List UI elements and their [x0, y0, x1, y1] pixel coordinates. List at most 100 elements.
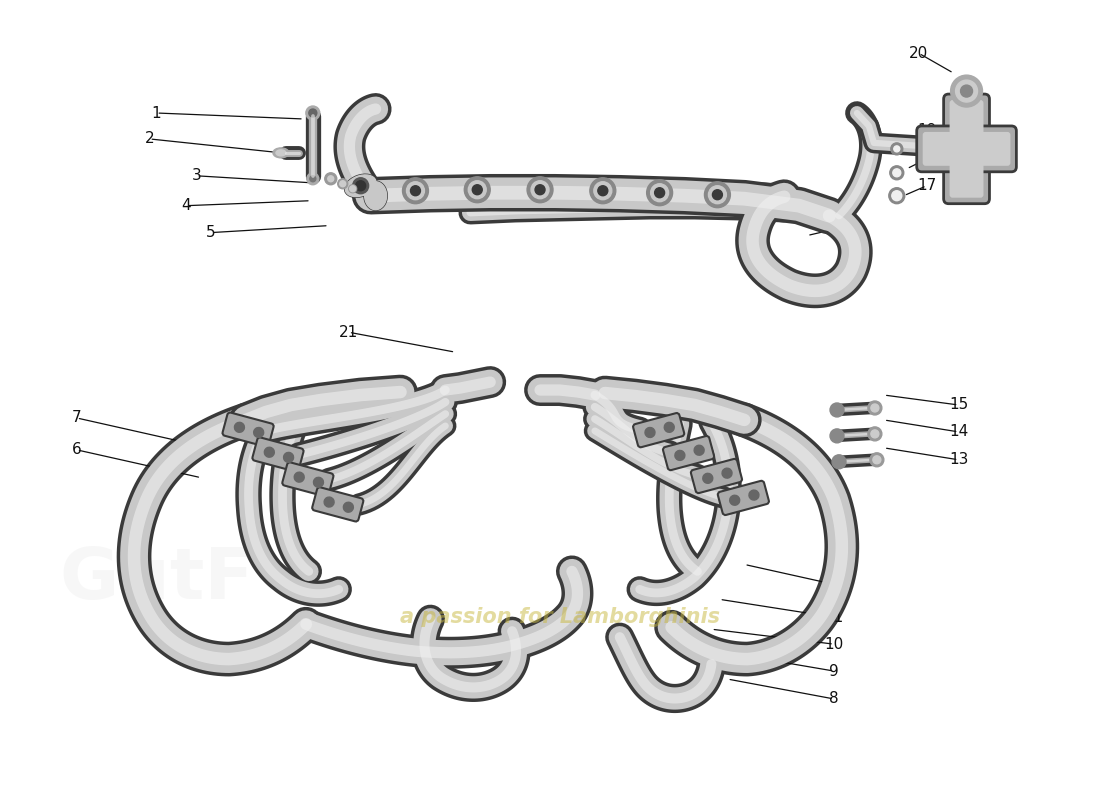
Circle shape: [590, 178, 616, 204]
Circle shape: [868, 401, 882, 415]
Text: GutF: GutF: [59, 545, 254, 614]
FancyBboxPatch shape: [634, 413, 684, 447]
Circle shape: [234, 422, 244, 432]
Circle shape: [464, 177, 491, 202]
Circle shape: [960, 85, 972, 97]
Circle shape: [729, 495, 739, 506]
Text: 4: 4: [182, 198, 191, 213]
Text: 18: 18: [917, 151, 936, 166]
Circle shape: [340, 181, 345, 186]
Circle shape: [307, 173, 319, 185]
Circle shape: [527, 177, 553, 202]
Circle shape: [310, 176, 316, 182]
Ellipse shape: [345, 175, 376, 197]
Circle shape: [294, 472, 305, 482]
FancyBboxPatch shape: [252, 438, 304, 472]
Text: 6: 6: [72, 442, 81, 458]
FancyBboxPatch shape: [691, 459, 742, 493]
Circle shape: [868, 427, 882, 441]
Circle shape: [675, 450, 685, 460]
Text: 13: 13: [949, 452, 968, 467]
Circle shape: [956, 80, 978, 102]
Circle shape: [328, 176, 333, 182]
Circle shape: [708, 186, 726, 204]
Circle shape: [535, 185, 544, 194]
Circle shape: [830, 403, 844, 417]
Circle shape: [891, 143, 903, 155]
Text: 10: 10: [824, 637, 844, 652]
Circle shape: [890, 166, 904, 180]
Text: 12: 12: [824, 577, 844, 592]
Text: 3: 3: [191, 168, 201, 183]
Circle shape: [314, 478, 323, 487]
Text: 20: 20: [909, 46, 928, 61]
Circle shape: [873, 456, 881, 464]
Text: 1: 1: [152, 106, 162, 121]
Circle shape: [830, 429, 844, 443]
Circle shape: [664, 422, 674, 432]
Text: 11: 11: [824, 610, 844, 625]
FancyBboxPatch shape: [916, 126, 1016, 172]
Circle shape: [353, 178, 369, 194]
Circle shape: [722, 468, 732, 478]
Text: 14: 14: [949, 424, 968, 439]
Circle shape: [264, 447, 274, 458]
Circle shape: [950, 75, 982, 107]
Text: 7: 7: [72, 410, 81, 426]
Ellipse shape: [273, 148, 289, 158]
Circle shape: [713, 190, 723, 200]
Circle shape: [889, 188, 905, 204]
Circle shape: [410, 186, 420, 196]
Circle shape: [309, 109, 317, 117]
Circle shape: [871, 430, 879, 438]
Text: 5: 5: [207, 225, 216, 240]
Circle shape: [403, 178, 428, 204]
Circle shape: [832, 455, 846, 469]
Circle shape: [892, 190, 902, 201]
Circle shape: [531, 181, 549, 198]
Circle shape: [338, 178, 348, 189]
Text: 9: 9: [829, 663, 839, 678]
Circle shape: [324, 497, 334, 507]
Ellipse shape: [364, 182, 386, 210]
Circle shape: [703, 474, 713, 483]
Text: 2: 2: [144, 131, 154, 146]
FancyBboxPatch shape: [923, 132, 1011, 166]
Circle shape: [472, 185, 482, 194]
FancyBboxPatch shape: [663, 436, 714, 470]
FancyBboxPatch shape: [312, 487, 363, 522]
Circle shape: [894, 146, 900, 152]
Circle shape: [254, 427, 264, 438]
Text: a passion for Lamborghinis: a passion for Lamborghinis: [400, 607, 720, 627]
Circle shape: [469, 181, 486, 198]
Circle shape: [694, 446, 704, 455]
Circle shape: [871, 404, 879, 412]
Circle shape: [350, 186, 355, 192]
Circle shape: [650, 184, 669, 202]
Circle shape: [704, 182, 730, 208]
Text: 21: 21: [339, 325, 359, 340]
Ellipse shape: [276, 150, 286, 156]
Circle shape: [654, 188, 664, 198]
FancyBboxPatch shape: [283, 462, 333, 497]
Circle shape: [647, 180, 672, 206]
Text: 17: 17: [917, 178, 936, 194]
Circle shape: [893, 169, 901, 177]
Circle shape: [306, 106, 320, 120]
Circle shape: [870, 453, 883, 466]
Circle shape: [645, 427, 654, 438]
FancyBboxPatch shape: [222, 413, 274, 446]
Text: 19: 19: [917, 123, 936, 138]
FancyBboxPatch shape: [949, 100, 983, 198]
Circle shape: [597, 186, 608, 196]
Circle shape: [284, 453, 294, 462]
Circle shape: [349, 185, 356, 193]
Circle shape: [749, 490, 759, 500]
Text: 15: 15: [949, 398, 968, 413]
FancyBboxPatch shape: [944, 94, 990, 204]
Circle shape: [324, 173, 337, 185]
Circle shape: [594, 182, 612, 200]
Circle shape: [407, 182, 425, 200]
Text: 16: 16: [827, 221, 847, 236]
Circle shape: [343, 502, 353, 512]
